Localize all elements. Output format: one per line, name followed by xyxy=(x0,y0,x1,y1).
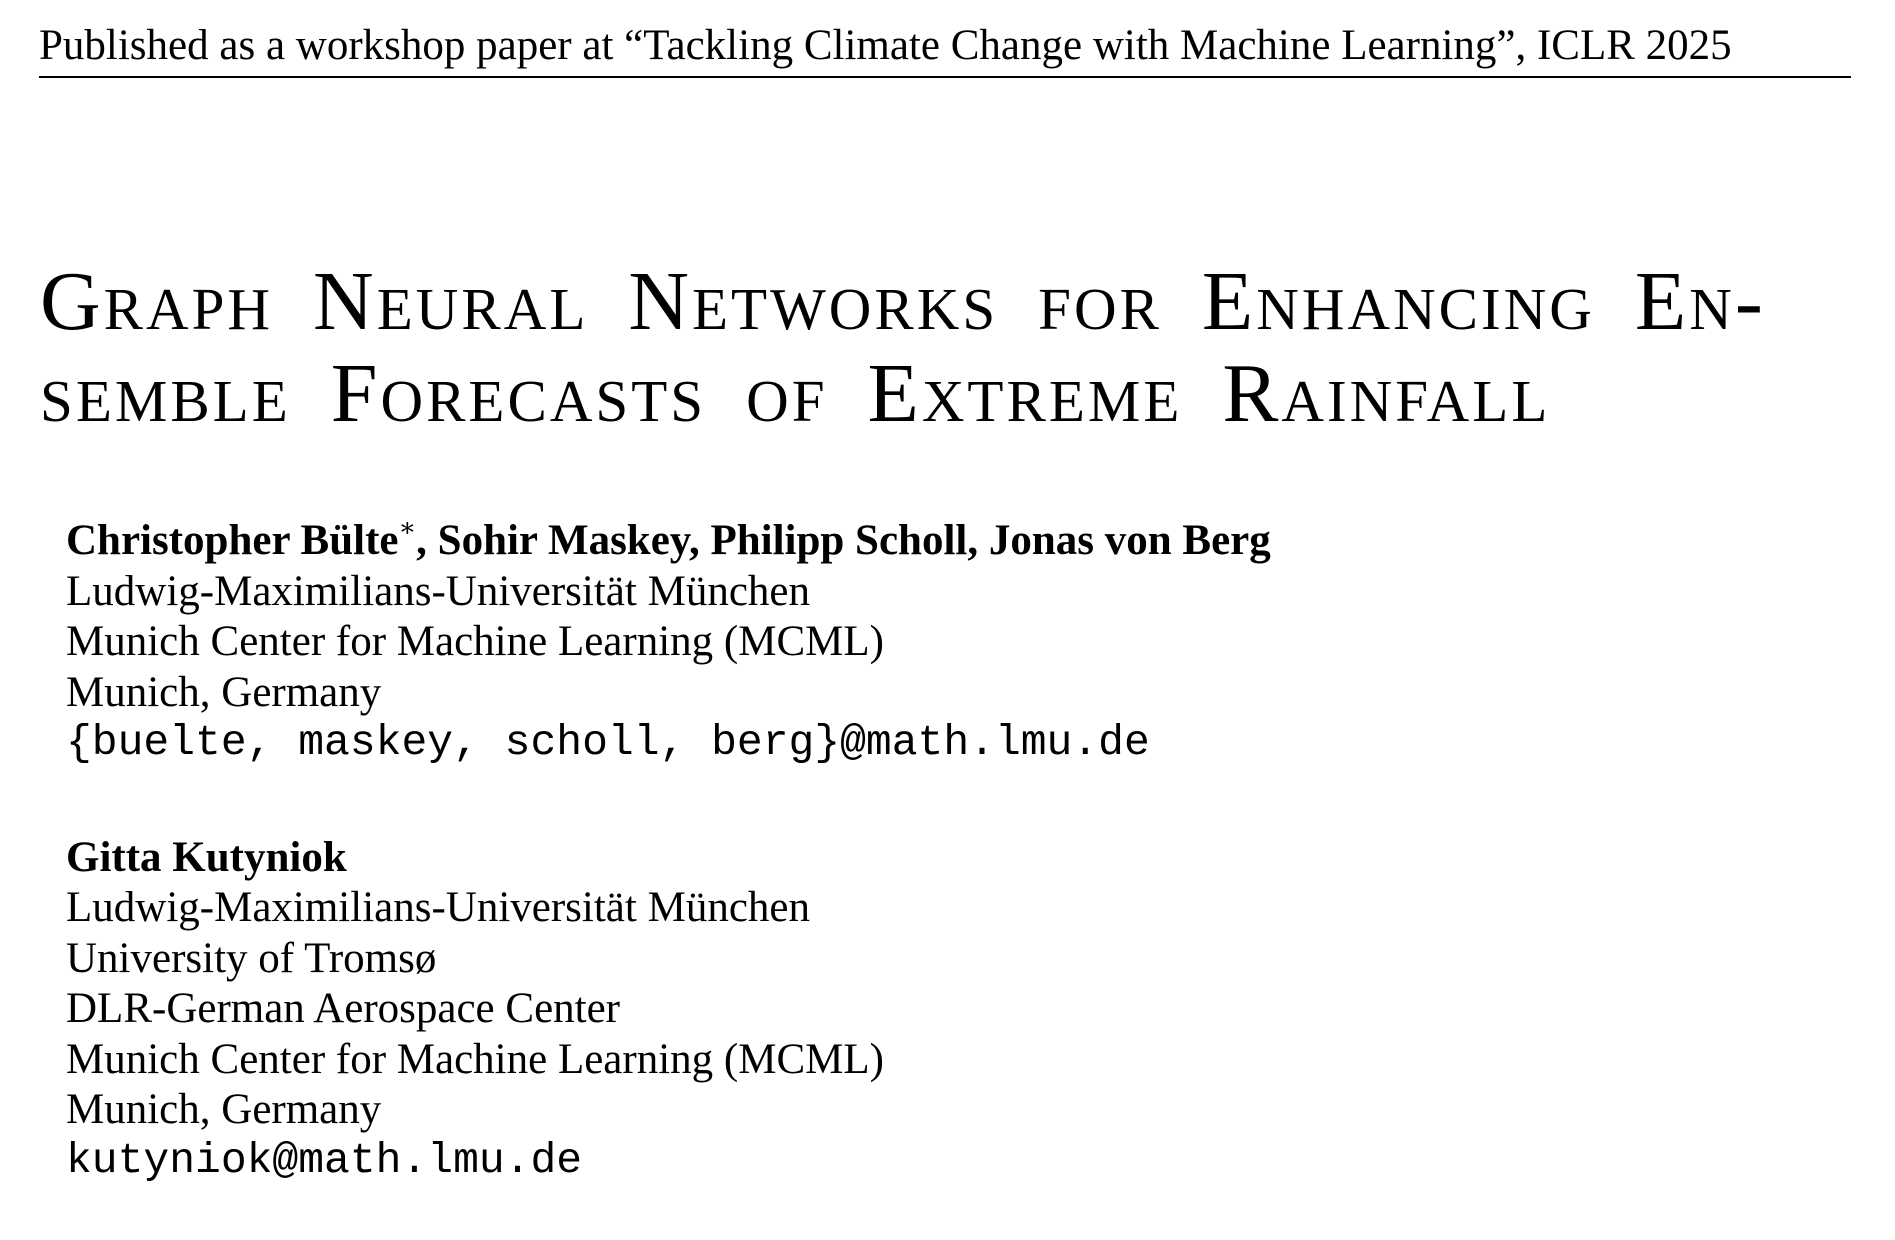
affiliation: DLR-German Aerospace Center xyxy=(66,985,621,1032)
author-names: Gitta Kutyniok xyxy=(66,833,347,881)
author-email: kutyniok@math.lmu.de xyxy=(66,1135,583,1185)
title-line-1: Graph Neural Networks for Enhancing En- xyxy=(40,255,1766,348)
affiliation: University of Tromsø xyxy=(66,934,437,982)
author-names-rest: , Sohir Maskey, Philipp Scholl, Jonas vo… xyxy=(416,517,1271,564)
affiliation: Ludwig-Maximilians-Universität München xyxy=(66,884,810,931)
author-name-first: Christopher Bülte xyxy=(66,517,399,564)
author-names: Christopher Bülte∗, Sohir Maskey, Philip… xyxy=(66,513,1271,567)
affiliation: Munich Center for Machine Learning (MCML… xyxy=(66,1035,884,1083)
author-section: Christopher Bülte∗, Sohir Maskey, Philip… xyxy=(66,513,1271,1187)
paper-title: Graph Neural Networks for Enhancing En- … xyxy=(40,256,1850,440)
affiliation: Munich, Germany xyxy=(66,1086,382,1133)
title-line-2: semble Forecasts of Extreme Rainfall xyxy=(40,347,1551,440)
affiliation: Ludwig-Maximilians-Universität München xyxy=(66,567,810,615)
affiliation: Munich, Germany xyxy=(66,668,382,716)
running-header: Published as a workshop paper at “Tackli… xyxy=(39,18,1851,78)
author-block-1: Christopher Bülte∗, Sohir Maskey, Philip… xyxy=(66,513,1271,769)
venue-line: Published as a workshop paper at “Tackli… xyxy=(39,22,1732,69)
corresponding-author-mark: ∗ xyxy=(398,513,417,542)
affiliation: Munich Center for Machine Learning (MCML… xyxy=(66,618,884,665)
author-block-2: Gitta Kutyniok Ludwig-Maximilians-Univer… xyxy=(66,833,1271,1187)
author-email: {buelte, maskey, scholl, berg}@math.lmu.… xyxy=(66,718,1150,767)
